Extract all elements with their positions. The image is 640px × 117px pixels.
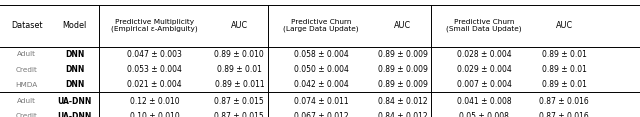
Text: DNN: DNN (65, 50, 84, 59)
Text: 0.067 ± 0.012: 0.067 ± 0.012 (294, 112, 348, 117)
Text: 0.074 ± 0.011: 0.074 ± 0.011 (294, 97, 348, 106)
Text: 0.87 ± 0.015: 0.87 ± 0.015 (214, 112, 264, 117)
Text: 0.042 ± 0.004: 0.042 ± 0.004 (294, 80, 348, 89)
Text: 0.89 ± 0.009: 0.89 ± 0.009 (378, 50, 428, 59)
Text: 0.050 ± 0.004: 0.050 ± 0.004 (294, 65, 348, 74)
Text: AUC: AUC (556, 21, 573, 30)
Text: UA-DNN: UA-DNN (58, 97, 92, 106)
Text: 0.87 ± 0.016: 0.87 ± 0.016 (540, 97, 589, 106)
Text: AUC: AUC (394, 21, 411, 30)
Text: 0.87 ± 0.016: 0.87 ± 0.016 (540, 112, 589, 117)
Text: 0.058 ± 0.004: 0.058 ± 0.004 (294, 50, 348, 59)
Text: 0.89 ± 0.01: 0.89 ± 0.01 (541, 65, 587, 74)
Text: Adult: Adult (17, 51, 36, 57)
Text: UA-DNN: UA-DNN (58, 112, 92, 117)
Text: 0.028 ± 0.004: 0.028 ± 0.004 (457, 50, 511, 59)
Text: 0.10 ± 0.010: 0.10 ± 0.010 (130, 112, 179, 117)
Text: 0.89 ± 0.01: 0.89 ± 0.01 (541, 80, 587, 89)
Text: 0.021 ± 0.004: 0.021 ± 0.004 (127, 80, 182, 89)
Text: 0.041 ± 0.008: 0.041 ± 0.008 (457, 97, 511, 106)
Text: 0.007 ± 0.004: 0.007 ± 0.004 (457, 80, 511, 89)
Text: Predictive Churn
(Large Data Update): Predictive Churn (Large Data Update) (283, 19, 359, 33)
Text: 0.84 ± 0.012: 0.84 ± 0.012 (378, 97, 428, 106)
Text: 0.05 ± 0.008: 0.05 ± 0.008 (460, 112, 509, 117)
Text: Adult: Adult (17, 98, 36, 104)
Text: 0.029 ± 0.004: 0.029 ± 0.004 (457, 65, 511, 74)
Text: 0.89 ± 0.009: 0.89 ± 0.009 (378, 65, 428, 74)
Text: AUC: AUC (231, 21, 248, 30)
Text: 0.047 ± 0.003: 0.047 ± 0.003 (127, 50, 182, 59)
Text: 0.12 ± 0.010: 0.12 ± 0.010 (130, 97, 179, 106)
Text: 0.87 ± 0.015: 0.87 ± 0.015 (214, 97, 264, 106)
Text: 0.053 ± 0.004: 0.053 ± 0.004 (127, 65, 182, 74)
Text: 0.89 ± 0.009: 0.89 ± 0.009 (378, 80, 428, 89)
Text: Predictive Multiplicity
(Empirical ε-Ambiguity): Predictive Multiplicity (Empirical ε-Amb… (111, 19, 198, 33)
Text: 0.89 ± 0.010: 0.89 ± 0.010 (214, 50, 264, 59)
Text: Model: Model (63, 21, 86, 30)
Text: 0.89 ± 0.01: 0.89 ± 0.01 (541, 50, 587, 59)
Text: HMDA: HMDA (15, 82, 38, 88)
Text: 0.84 ± 0.012: 0.84 ± 0.012 (378, 112, 428, 117)
Text: Credit: Credit (15, 67, 38, 73)
Text: Dataset: Dataset (11, 21, 42, 30)
Text: DNN: DNN (65, 80, 84, 89)
Text: DNN: DNN (65, 65, 84, 74)
Text: Predictive Churn
(Small Data Update): Predictive Churn (Small Data Update) (446, 19, 522, 33)
Text: 0.89 ± 0.011: 0.89 ± 0.011 (214, 80, 264, 89)
Text: Credit: Credit (15, 113, 38, 117)
Text: 0.89 ± 0.01: 0.89 ± 0.01 (217, 65, 262, 74)
